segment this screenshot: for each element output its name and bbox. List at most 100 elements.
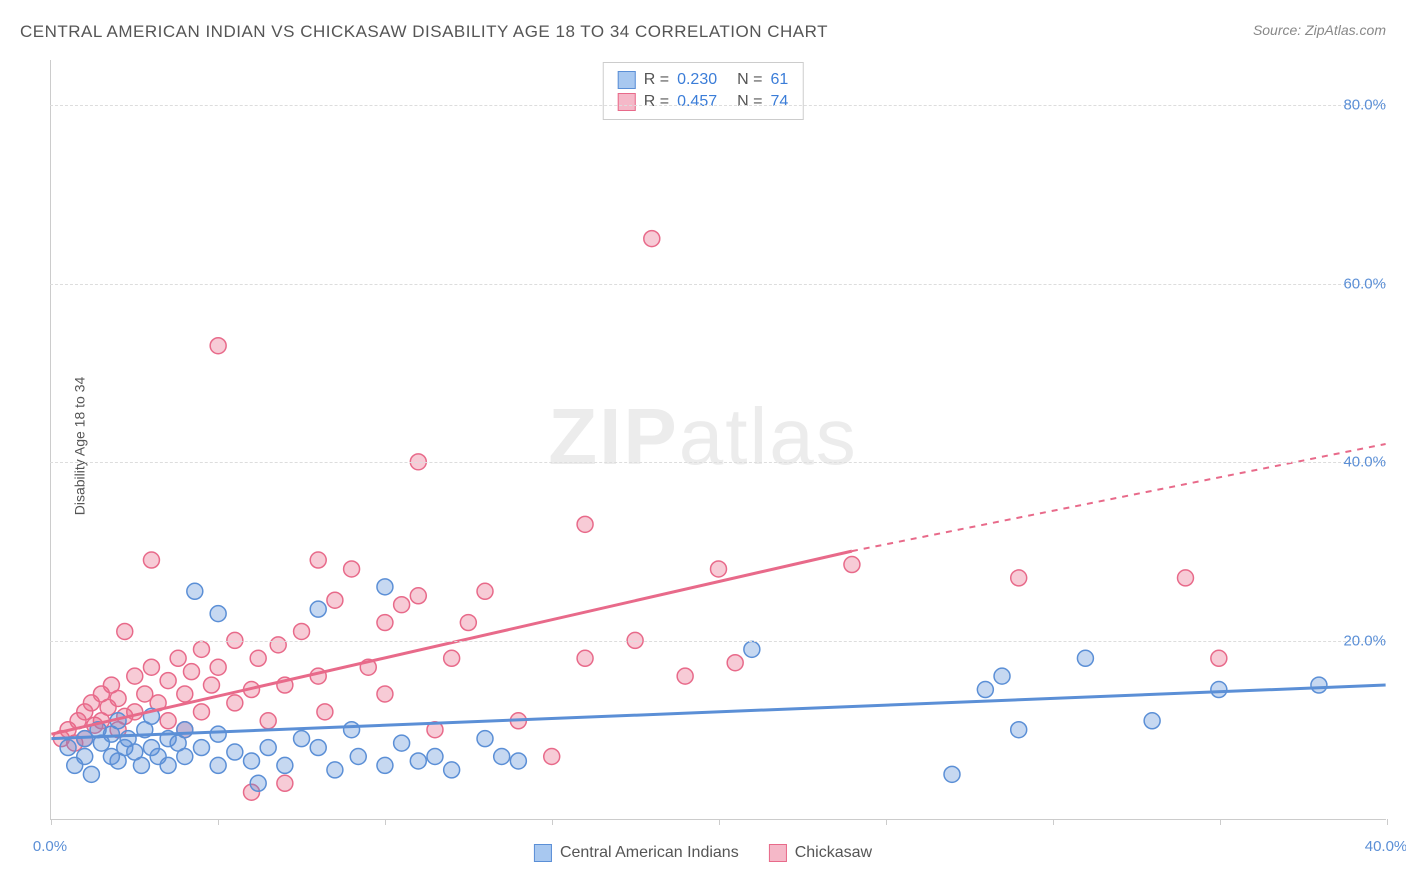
scatter-point <box>327 592 343 608</box>
scatter-point <box>210 606 226 622</box>
stats-r-val-2: 0.457 <box>677 93 717 111</box>
source-label: Source: ZipAtlas.com <box>1253 22 1386 38</box>
scatter-point <box>270 637 286 653</box>
x-tick <box>1387 819 1388 825</box>
scatter-point <box>377 686 393 702</box>
bottom-legend: Central American Indians Chickasaw <box>534 844 872 862</box>
x-tick <box>218 819 219 825</box>
scatter-point <box>377 579 393 595</box>
stats-row-1: R = 0.230 N = 61 <box>618 69 789 91</box>
scatter-point <box>410 753 426 769</box>
plot-area <box>50 60 1386 820</box>
scatter-point <box>344 722 360 738</box>
scatter-point <box>544 749 560 765</box>
scatter-point <box>317 704 333 720</box>
scatter-point <box>327 762 343 778</box>
trend-line-pink-solid <box>51 551 852 734</box>
y-tick-label: 20.0% <box>1343 633 1386 650</box>
scatter-point <box>244 784 260 800</box>
scatter-point <box>127 744 143 760</box>
y-tick-label: 60.0% <box>1343 275 1386 292</box>
scatter-point <box>170 650 186 666</box>
x-tick <box>886 819 887 825</box>
scatter-point <box>160 731 176 747</box>
scatter-point <box>294 623 310 639</box>
gridline-h <box>50 284 1386 285</box>
scatter-point <box>1144 713 1160 729</box>
scatter-point <box>177 686 193 702</box>
scatter-point <box>117 708 133 724</box>
scatter-point <box>410 588 426 604</box>
scatter-point <box>310 740 326 756</box>
scatter-point <box>120 731 136 747</box>
scatter-point <box>70 713 86 729</box>
scatter-point <box>127 704 143 720</box>
scatter-point <box>277 677 293 693</box>
scatter-point <box>187 583 203 599</box>
scatter-point <box>103 677 119 693</box>
x-tick <box>1220 819 1221 825</box>
scatter-point <box>67 757 83 773</box>
scatter-point <box>944 766 960 782</box>
scatter-point <box>77 731 93 747</box>
scatter-point <box>193 641 209 657</box>
scatter-point <box>1211 682 1227 698</box>
scatter-point <box>577 516 593 532</box>
trend-line-blue <box>51 685 1385 739</box>
scatter-point <box>160 673 176 689</box>
stats-n-label-1: N = <box>737 71 762 89</box>
scatter-point <box>377 757 393 773</box>
scatter-point <box>460 615 476 631</box>
scatter-point <box>110 722 126 738</box>
scatter-point <box>444 650 460 666</box>
scatter-point <box>427 722 443 738</box>
scatter-point <box>427 749 443 765</box>
scatter-point <box>1311 677 1327 693</box>
scatter-point <box>210 338 226 354</box>
scatter-point <box>93 735 109 751</box>
scatter-point <box>377 615 393 631</box>
scatter-point <box>310 552 326 568</box>
scatter-point <box>177 722 193 738</box>
stats-n-val-2: 74 <box>770 93 788 111</box>
scatter-point <box>83 766 99 782</box>
scatter-point <box>1177 570 1193 586</box>
chart-title: CENTRAL AMERICAN INDIAN VS CHICKASAW DIS… <box>20 22 828 42</box>
scatter-point <box>577 650 593 666</box>
scatter-point <box>250 775 266 791</box>
scatter-point <box>350 749 366 765</box>
scatter-point <box>260 713 276 729</box>
scatter-point <box>277 775 293 791</box>
scatter-point <box>90 722 106 738</box>
x-tick <box>1053 819 1054 825</box>
scatter-point <box>510 753 526 769</box>
scatter-point <box>1077 650 1093 666</box>
legend-swatch-pink <box>769 844 787 862</box>
scatter-point <box>170 735 186 751</box>
scatter-point <box>177 722 193 738</box>
chart-svg <box>51 60 1386 819</box>
scatter-point <box>127 668 143 684</box>
scatter-point <box>227 744 243 760</box>
scatter-point <box>93 686 109 702</box>
scatter-point <box>193 704 209 720</box>
stats-r-val-1: 0.230 <box>677 71 717 89</box>
stats-r-label-2: R = <box>644 93 669 111</box>
scatter-point <box>143 740 159 756</box>
scatter-point <box>210 757 226 773</box>
stats-box: R = 0.230 N = 61 R = 0.457 N = 74 <box>603 62 804 120</box>
scatter-point <box>160 713 176 729</box>
legend-swatch-blue <box>534 844 552 862</box>
scatter-point <box>744 641 760 657</box>
legend-item-2: Chickasaw <box>769 844 872 862</box>
scatter-point <box>1011 570 1027 586</box>
scatter-point <box>727 655 743 671</box>
stats-row-2: R = 0.457 N = 74 <box>618 91 789 113</box>
scatter-point <box>1011 722 1027 738</box>
scatter-point <box>477 583 493 599</box>
y-tick-label: 40.0% <box>1343 454 1386 471</box>
scatter-point <box>310 601 326 617</box>
stats-r-label-1: R = <box>644 71 669 89</box>
stats-n-label-2: N = <box>737 93 762 111</box>
scatter-point <box>177 749 193 765</box>
